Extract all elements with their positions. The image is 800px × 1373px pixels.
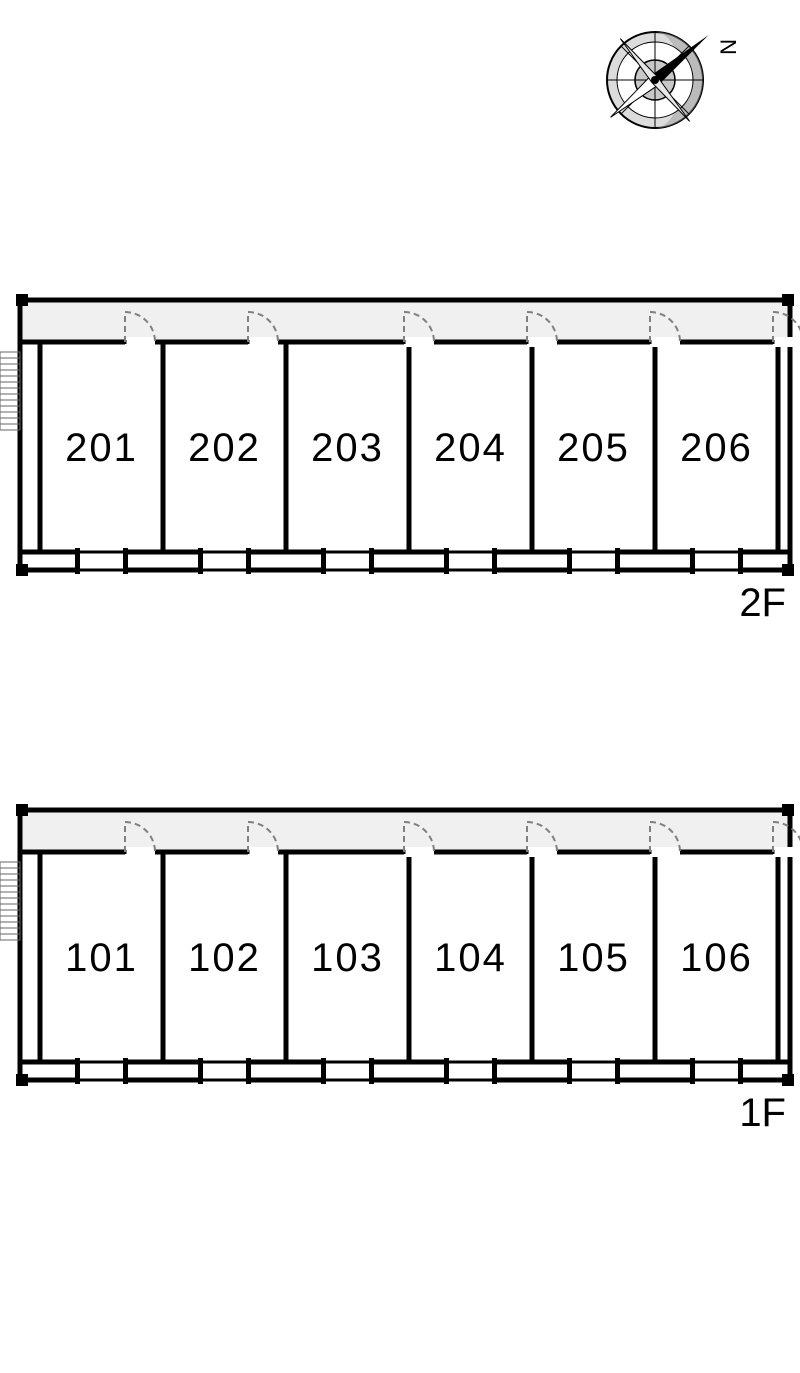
room-label: 101	[65, 936, 138, 980]
room-label: 106	[680, 936, 753, 980]
room-label: 205	[557, 426, 630, 470]
floor-label: 1F	[739, 1091, 786, 1135]
compass: N	[607, 32, 741, 128]
room-label: 203	[311, 426, 384, 470]
floor-plan-2F: 201 202 203 204 205 206 2F	[0, 294, 800, 625]
room-label: 102	[188, 936, 261, 980]
stairs-icon	[0, 352, 20, 430]
room-label: 204	[434, 426, 507, 470]
floor-plan-1F: 101 102 103 104 105 106 1F	[0, 804, 800, 1135]
room-label: 104	[434, 936, 507, 980]
compass-north-label: N	[716, 39, 741, 55]
stairs-icon	[0, 862, 20, 940]
room-label: 202	[188, 426, 261, 470]
room-label: 201	[65, 426, 138, 470]
room-label: 105	[557, 936, 630, 980]
room-label: 206	[680, 426, 753, 470]
room-label: 103	[311, 936, 384, 980]
floor-label: 2F	[739, 581, 786, 625]
